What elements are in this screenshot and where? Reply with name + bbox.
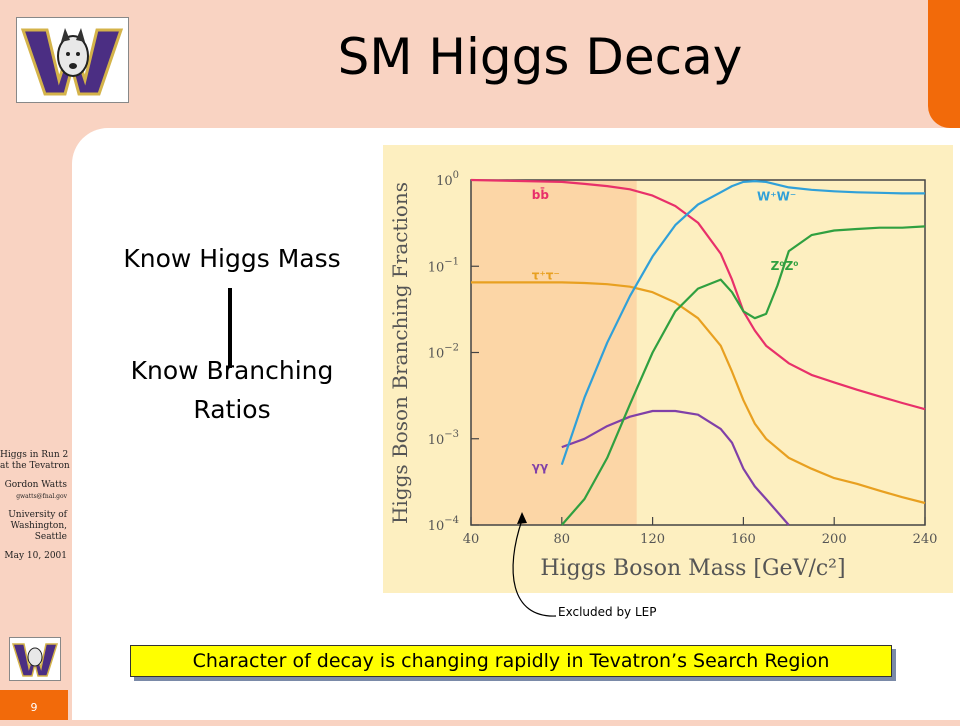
- x-axis-label: Higgs Boson Mass [GeV/c²]: [540, 556, 845, 581]
- x-tick-label: 200: [822, 532, 847, 547]
- y-tick-label: 100: [436, 170, 459, 189]
- institution-line2: Washington,: [10, 521, 67, 531]
- axis-ticks: 40 80 120 160 200 240 100 10−1 10−2 10−3 10−4: [428, 170, 938, 547]
- accent-tab: [928, 0, 960, 128]
- x-tick-label: 160: [731, 532, 756, 547]
- university-logo: [16, 17, 129, 103]
- series-label: τ⁺τ⁻: [532, 269, 560, 283]
- excluded-note: Excluded by LEP: [558, 605, 657, 619]
- small-university-logo: [9, 637, 61, 681]
- annotation-arrow-icon: [512, 512, 557, 617]
- talk-title-line2: at the Tevatron: [0, 461, 70, 471]
- y-axis-label: Higgs Boson Branching Fractions: [388, 182, 412, 524]
- series-line: [561, 409, 790, 526]
- series-line: [470, 178, 926, 411]
- talk-date: May 10, 2001: [4, 551, 67, 561]
- branching-ratio-chart: 40 80 120 160 200 240 100 10−1 10−2 10−3 10−4 bb̄ τ…: [383, 145, 953, 593]
- series-label: γγ: [532, 460, 548, 474]
- series-lines: [470, 178, 926, 526]
- series-line: [471, 281, 926, 505]
- author-name: Gordon Watts: [4, 480, 67, 490]
- series-line: [560, 225, 926, 526]
- x-tick-label: 40: [463, 532, 480, 547]
- y-tick-label: 10−1: [428, 256, 459, 275]
- x-tick-label: 120: [640, 532, 665, 547]
- series-label: Z⁰Z⁰: [771, 259, 799, 273]
- x-tick-label: 80: [554, 532, 571, 547]
- excluded-region: [471, 180, 637, 525]
- page-number: 9: [0, 690, 68, 720]
- series-label: W⁺W⁻: [757, 189, 796, 203]
- institution-line1: University of: [8, 510, 67, 520]
- series-label: bb̄: [532, 187, 550, 202]
- y-tick-label: 10−4: [428, 515, 459, 534]
- sidebar-info: Higgs in Run 2 at the Tevatron Gordon Wa…: [0, 450, 70, 562]
- institution-line3: Seattle: [34, 532, 67, 542]
- know-branching-text: Know Branching: [130, 356, 334, 385]
- know-mass-text: Know Higgs Mass: [123, 244, 341, 273]
- slide-title: SM Higgs Decay: [337, 28, 743, 86]
- y-tick-label: 10−3: [428, 429, 459, 448]
- summary-banner: Character of decay is changing rapidly i…: [130, 645, 892, 677]
- y-tick-label: 10−2: [428, 343, 459, 362]
- author-email: gwatts@fnal.gov: [16, 493, 67, 500]
- series-line: [560, 179, 925, 466]
- x-tick-label: 240: [913, 532, 938, 547]
- chart-background: [383, 145, 953, 593]
- talk-title-line1: Higgs in Run 2: [0, 450, 69, 460]
- down-arrow-icon: [228, 288, 232, 368]
- know-ratios-text: Ratios: [193, 395, 271, 424]
- series-labels: bb̄ τ⁺τ⁻ γγ W⁺W⁻ Z⁰Z⁰: [532, 187, 799, 474]
